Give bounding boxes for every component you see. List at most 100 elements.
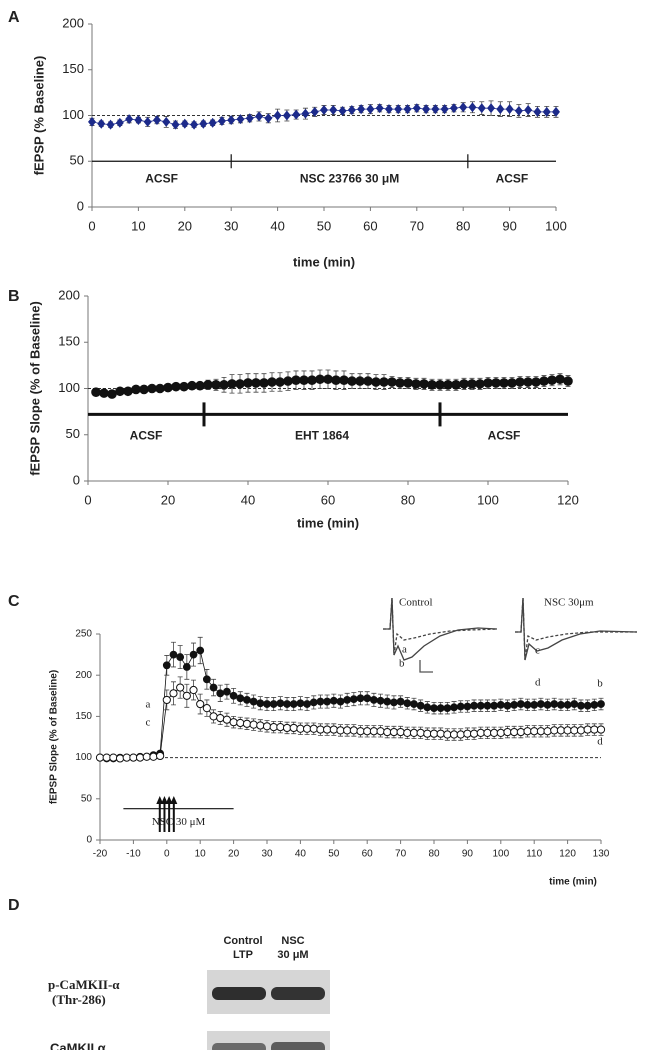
scale-bar	[419, 660, 433, 673]
data-point	[219, 379, 229, 390]
x-tick-label: 0	[88, 218, 95, 233]
inset-title: Control	[399, 597, 433, 609]
y-tick-label: 100	[75, 752, 92, 763]
trace-nsc-solid	[515, 597, 638, 661]
data-point	[123, 386, 133, 397]
data-point	[202, 704, 211, 713]
trace-label: d	[597, 736, 603, 748]
x-axis-label: time (min)	[297, 515, 359, 530]
data-point	[435, 379, 445, 390]
data-point	[88, 116, 96, 127]
stimulus-arrowhead	[170, 796, 178, 804]
data-point	[323, 725, 332, 734]
x-tick-label: -10	[126, 849, 141, 860]
data-point	[427, 379, 437, 390]
data-point	[249, 697, 258, 706]
data-point	[256, 721, 265, 730]
data-point	[390, 698, 398, 707]
data-point	[291, 375, 301, 385]
data-point	[499, 378, 509, 388]
data-point	[162, 695, 171, 705]
data-point	[152, 115, 161, 126]
data-point	[336, 697, 345, 706]
data-point	[182, 691, 191, 700]
data-point	[530, 700, 539, 709]
data-point	[102, 753, 111, 762]
data-point	[443, 704, 452, 713]
data-point	[347, 376, 357, 386]
segment-label: EHT 1864	[295, 429, 349, 443]
segment-label: ACSF	[145, 171, 178, 185]
data-point	[302, 724, 312, 733]
data-point	[366, 104, 375, 115]
data-point	[245, 113, 254, 124]
inset-title: NSC 30μm	[544, 597, 594, 609]
data-point	[383, 697, 392, 706]
trace-control-solid	[383, 597, 498, 661]
data-point	[301, 108, 310, 119]
x-axis-label: time (min)	[549, 877, 597, 888]
data-point	[292, 109, 301, 120]
data-point	[450, 703, 458, 712]
x-tick-label: 50	[328, 849, 340, 860]
panel-label: D	[8, 897, 20, 914]
segment-label: ACSF	[130, 429, 163, 443]
y-tick-label: 0	[86, 835, 92, 846]
data-point	[468, 102, 477, 113]
data-point	[149, 752, 158, 761]
data-point	[256, 699, 265, 708]
data-point	[227, 115, 236, 126]
data-point	[251, 378, 261, 388]
x-axis-label: time (min)	[293, 254, 355, 269]
y-tick-label: 50	[66, 426, 80, 441]
data-point	[176, 653, 185, 661]
data-point	[515, 377, 525, 387]
data-point	[315, 374, 325, 385]
data-point	[533, 106, 542, 117]
data-point	[299, 375, 309, 385]
data-point	[459, 102, 468, 113]
data-point	[296, 699, 305, 708]
data-point	[552, 106, 560, 117]
data-point	[510, 727, 519, 737]
trace-label: b	[597, 678, 603, 690]
data-point	[156, 751, 165, 761]
data-point	[242, 719, 252, 728]
data-point	[115, 386, 125, 397]
data-point	[109, 753, 118, 762]
data-point	[550, 700, 559, 708]
data-point	[267, 377, 277, 387]
data-point	[264, 113, 273, 124]
data-point	[496, 104, 505, 115]
x-tick-label: 60	[321, 492, 335, 507]
data-point	[516, 700, 525, 708]
data-point	[583, 725, 592, 734]
x-tick-label: 110	[526, 849, 542, 860]
data-point	[190, 119, 199, 130]
data-point	[282, 723, 292, 733]
y-tick-label: 150	[58, 334, 80, 349]
data-point	[389, 727, 399, 737]
data-point	[403, 104, 412, 115]
data-point	[180, 118, 189, 129]
data-point	[187, 380, 197, 391]
data-point	[463, 729, 472, 738]
data-point	[369, 727, 378, 736]
data-point	[356, 727, 365, 736]
data-point	[209, 712, 218, 721]
inset-label: b	[399, 658, 405, 670]
y-tick-label: 0	[73, 472, 80, 487]
data-point	[106, 119, 115, 130]
y-axis-label: fEPSP Slope (% of Baseline)	[27, 301, 42, 476]
data-point	[223, 687, 231, 696]
inset-label: c	[535, 645, 540, 657]
data-point	[383, 727, 392, 737]
data-point	[531, 377, 541, 387]
data-point	[403, 699, 412, 708]
data-point	[162, 116, 171, 127]
data-point	[357, 104, 366, 115]
trace-label: a	[146, 699, 151, 711]
data-point	[182, 663, 191, 671]
data-point	[211, 379, 221, 390]
data-point	[363, 694, 372, 703]
